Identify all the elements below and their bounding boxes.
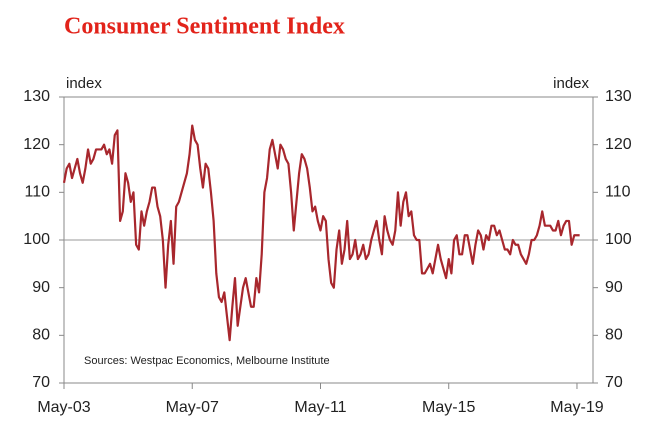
y2-tick-label: 90 xyxy=(605,279,623,296)
y-tick-label: 80 xyxy=(32,327,50,344)
y2-tick-label: 130 xyxy=(605,88,632,105)
y2-axis-label: index xyxy=(553,75,589,92)
y2-tick-label: 80 xyxy=(605,327,623,344)
y-tick-label: 70 xyxy=(32,374,50,391)
y2-tick-label: 70 xyxy=(605,374,623,391)
x-tick-label: May-03 xyxy=(37,399,90,416)
y-tick-label: 90 xyxy=(32,279,50,296)
y-axis-label: index xyxy=(66,75,102,92)
y2-tick-label: 100 xyxy=(605,231,632,248)
x-tick-label: May-15 xyxy=(422,399,475,416)
y-tick-label: 120 xyxy=(23,136,50,153)
y-tick-label: 110 xyxy=(24,184,50,201)
x-tick-label: May-07 xyxy=(166,399,219,416)
x-tick-label: May-11 xyxy=(294,399,346,416)
source-note: Sources: Westpac Economics, Melbourne In… xyxy=(84,355,330,367)
y2-tick-label: 110 xyxy=(605,184,631,201)
chart-title: Consumer Sentiment Index xyxy=(64,14,345,40)
y-tick-label: 130 xyxy=(23,88,50,105)
y2-tick-label: 120 xyxy=(605,136,632,153)
x-tick-label: May-19 xyxy=(550,399,603,416)
y-tick-label: 100 xyxy=(23,231,50,248)
data-line xyxy=(62,124,580,342)
